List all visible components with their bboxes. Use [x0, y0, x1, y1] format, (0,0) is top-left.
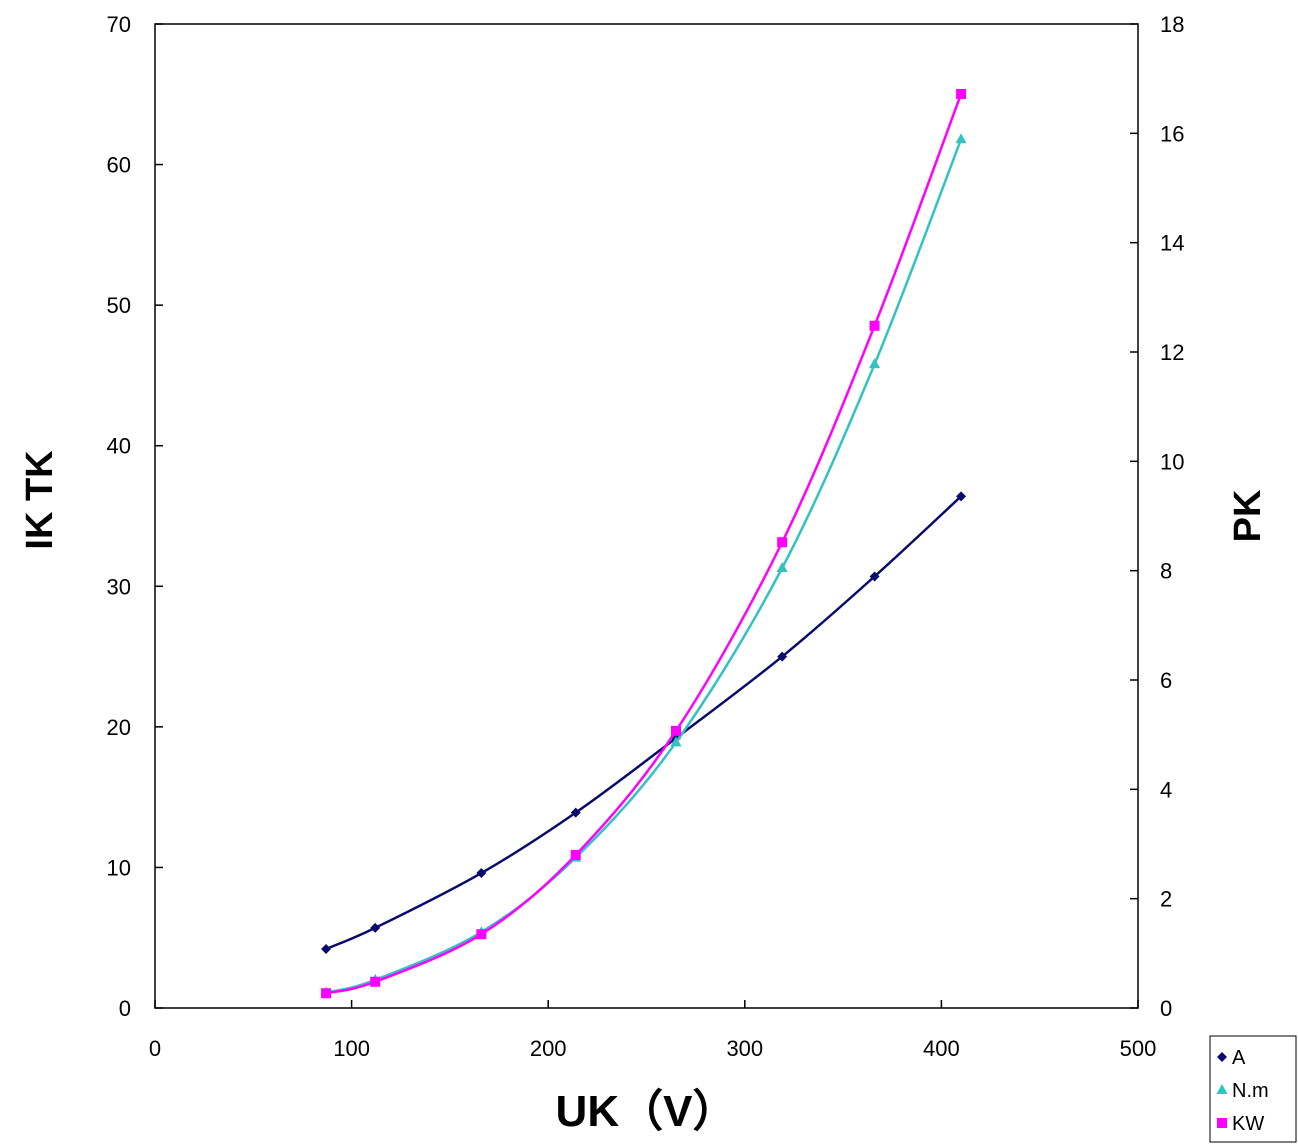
- y2-tick-label: 18: [1160, 12, 1184, 37]
- x-tick-label: 300: [726, 1036, 763, 1061]
- y-tick-label: 60: [107, 153, 131, 178]
- y-tick-label: 50: [107, 293, 131, 318]
- data-point: [869, 358, 881, 369]
- series-a: [321, 491, 967, 954]
- data-point: [955, 133, 967, 144]
- data-point: [869, 571, 880, 582]
- data-point: [476, 929, 487, 940]
- y2-tick-label: 0: [1160, 996, 1172, 1021]
- data-point: [570, 849, 581, 860]
- x-tick-label: 200: [530, 1036, 567, 1061]
- data-point: [476, 868, 487, 879]
- y2-axis-ticks: 0 2 4 6 8 10 12 14 16 18: [1130, 12, 1184, 1021]
- y-tick-label: 30: [107, 574, 131, 599]
- data-point: [321, 943, 332, 954]
- legend: A N.m KW: [1209, 1035, 1297, 1143]
- series-kw: [321, 88, 967, 999]
- series-n-m: [320, 133, 967, 997]
- legend-label: KW: [1232, 1113, 1264, 1135]
- data-point: [777, 651, 788, 662]
- y2-tick-label: 10: [1160, 449, 1184, 474]
- y2-tick-label: 4: [1160, 777, 1172, 802]
- x-axis-title: UK（V）: [556, 1087, 737, 1136]
- legend-label: A: [1232, 1047, 1246, 1069]
- legend-label: N.m: [1232, 1080, 1269, 1102]
- y-axis-title: IK TK: [19, 450, 61, 550]
- series-line: [325, 138, 963, 994]
- data-point: [370, 976, 381, 987]
- y2-tick-label: 14: [1160, 231, 1184, 256]
- legend-marker: [1216, 1084, 1228, 1094]
- data-point: [777, 537, 788, 548]
- data-point: [321, 988, 332, 999]
- legend-marker: [1217, 1118, 1227, 1128]
- y-tick-label: 0: [119, 996, 131, 1021]
- series-layer: [320, 88, 967, 999]
- data-point: [869, 320, 880, 331]
- data-point: [370, 922, 381, 933]
- y2-axis-title: PK: [1227, 489, 1269, 542]
- y2-tick-label: 2: [1160, 887, 1172, 912]
- y-tick-label: 20: [107, 715, 131, 740]
- data-point: [956, 88, 967, 99]
- series-line: [325, 495, 962, 951]
- data-point: [570, 807, 581, 818]
- data-point: [776, 562, 788, 573]
- legend-marker: [1217, 1052, 1227, 1062]
- data-point: [670, 725, 681, 736]
- plot-area: [154, 23, 1139, 1009]
- series-line: [325, 93, 963, 995]
- data-point: [956, 491, 967, 502]
- y2-tick-label: 16: [1160, 121, 1184, 146]
- x-tick-label: 0: [149, 1036, 161, 1061]
- y2-tick-label: 6: [1160, 668, 1172, 693]
- y-tick-label: 40: [107, 434, 131, 459]
- x-axis-ticks: 0 100 200 300 400 500: [149, 1000, 1156, 1061]
- x-tick-label: 400: [923, 1036, 960, 1061]
- x-tick-label: 100: [333, 1036, 370, 1061]
- data-point: [670, 736, 682, 747]
- x-tick-label: 500: [1120, 1036, 1157, 1061]
- y2-tick-label: 12: [1160, 340, 1184, 365]
- y-tick-label: 10: [107, 855, 131, 880]
- y-tick-label: 70: [107, 12, 131, 37]
- y-axis-ticks: 0 10 20 30 40 50 60 70: [107, 12, 163, 1021]
- y2-tick-label: 8: [1160, 559, 1172, 584]
